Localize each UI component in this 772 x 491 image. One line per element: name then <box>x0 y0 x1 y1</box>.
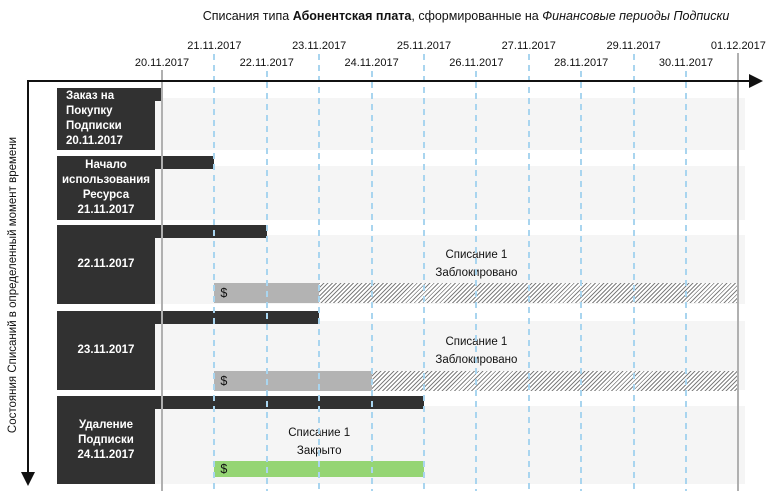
row-label-line: Подписки <box>78 433 134 446</box>
row-label-box: 22.11.2017 <box>57 225 155 304</box>
money-symbol: $ <box>220 374 228 388</box>
row-label-box: Удаление Подписки 24.11.2017 <box>57 396 155 484</box>
row-band <box>155 98 745 150</box>
grid-line-30.11.2017 <box>685 71 687 491</box>
row-subscription-purchase-order: Заказ на Покупку Подписки 20.11.2017 <box>0 88 772 150</box>
tick-label: 29.11.2017 <box>606 40 661 52</box>
row-label-line: 22.11.2017 <box>77 258 135 270</box>
state-axis-arrow-icon <box>21 472 35 486</box>
row-band <box>155 166 745 220</box>
row-label-line: Ресурса <box>82 189 130 201</box>
row-label-line: 23.11.2017 <box>77 344 135 356</box>
row-label-line: Покупку <box>66 105 113 117</box>
row-period-bar <box>155 225 267 238</box>
charge-label: Списание 1 <box>288 427 351 439</box>
tick-label: 24.11.2017 <box>344 57 399 69</box>
grid-line-27.11.2017 <box>527 54 530 491</box>
tick-label: 28.11.2017 <box>554 57 609 69</box>
row-subscription-deletion: Удаление Подписки 24.11.2017 $ Списание 1 Зак… <box>0 396 772 484</box>
tick-label: 22.11.2017 <box>239 57 294 69</box>
grid-line-01.12.2017 <box>737 53 740 491</box>
charge-bar-solid: $ <box>214 283 320 303</box>
row-band <box>155 406 745 484</box>
row-label-line: Начало <box>85 159 127 171</box>
row-period-bar <box>155 88 162 101</box>
diagram-title: Списания типа Абонентская плата, сформир… <box>160 9 772 23</box>
charge-label: Списание 1 <box>445 249 508 261</box>
tick-label: 30.11.2017 <box>658 57 714 69</box>
row-label-box: 23.11.2017 <box>57 311 155 390</box>
charge-status: Закрыто <box>296 445 342 457</box>
grid-line-21.11.2017 <box>213 54 216 491</box>
charge-status: Заблокировано <box>435 354 518 366</box>
grid-line-28.11.2017 <box>580 71 583 491</box>
tick-label: 01.12.2017 <box>710 40 766 52</box>
row-period-bar <box>155 396 424 409</box>
row-label-box: Заказ на Покупку Подписки 20.11.2017 <box>57 88 155 150</box>
tick-label: 23.11.2017 <box>292 40 347 52</box>
row-label-line: Подписки <box>66 120 122 132</box>
charge-status: Заблокировано <box>435 267 518 279</box>
tick-label: 21.11.2017 <box>187 40 242 52</box>
tick-label: 20.11.2017 <box>134 57 190 69</box>
time-axis-arrow-icon <box>749 74 763 88</box>
charge-label: Списание 1 <box>445 336 508 348</box>
row-state-23-11-2017: 23.11.2017 $ Списание 1 Заблокировано <box>0 311 772 391</box>
row-label-line: Заказ на <box>66 90 115 102</box>
grid-line-26.11.2017 <box>475 71 478 491</box>
grid-line-20.11.2017 <box>161 70 163 491</box>
title-charge-type: Абонентская плата <box>292 9 412 23</box>
row-label-line: 21.11.2017 <box>77 204 135 216</box>
row-label-line: Удаление <box>78 418 134 431</box>
grid-line-29.11.2017 <box>632 54 635 491</box>
row-state-22-11-2017: 22.11.2017 $ Списание 1 Заблокировано <box>0 225 772 304</box>
row-period-bar <box>155 311 320 324</box>
grid-line-24.11.2017 <box>370 71 373 491</box>
row-resource-usage-start: Начало использования Ресурса 21.11.2017 <box>0 156 772 220</box>
grid-line-25.11.2017 <box>423 54 425 491</box>
state-axis-line <box>27 80 29 472</box>
charge-bar-solid: $ <box>214 371 372 391</box>
money-symbol: $ <box>220 462 228 476</box>
row-band <box>155 235 745 304</box>
grid-line-22.11.2017 <box>265 71 268 491</box>
money-symbol: $ <box>220 286 228 300</box>
row-period-bar <box>155 156 215 169</box>
time-axis-line <box>28 80 750 82</box>
row-label-line: использования <box>61 174 151 186</box>
charge-bar-hatched <box>371 371 739 391</box>
row-label-line: 24.11.2017 <box>77 448 135 461</box>
charge-bar-hatched <box>319 283 739 303</box>
title-part1: Списания типа <box>202 9 293 23</box>
title-period-type: Финансовые периоды Подписки <box>542 9 730 23</box>
charge-bar-closed: $ <box>214 461 424 477</box>
row-label-box: Начало использования Ресурса 21.11.2017 <box>57 156 155 220</box>
row-band <box>155 321 745 390</box>
tick-label: 27.11.2017 <box>501 40 556 52</box>
tick-label: 26.11.2017 <box>449 57 504 69</box>
row-label-line: 20.11.2017 <box>66 135 123 147</box>
y-axis-label: Состояния Списаний в определенный момент… <box>7 136 19 434</box>
tick-label: 25.11.2017 <box>396 40 452 52</box>
title-part2: , сформированные на <box>411 9 543 23</box>
grid-line-23.11.2017 <box>318 54 321 491</box>
